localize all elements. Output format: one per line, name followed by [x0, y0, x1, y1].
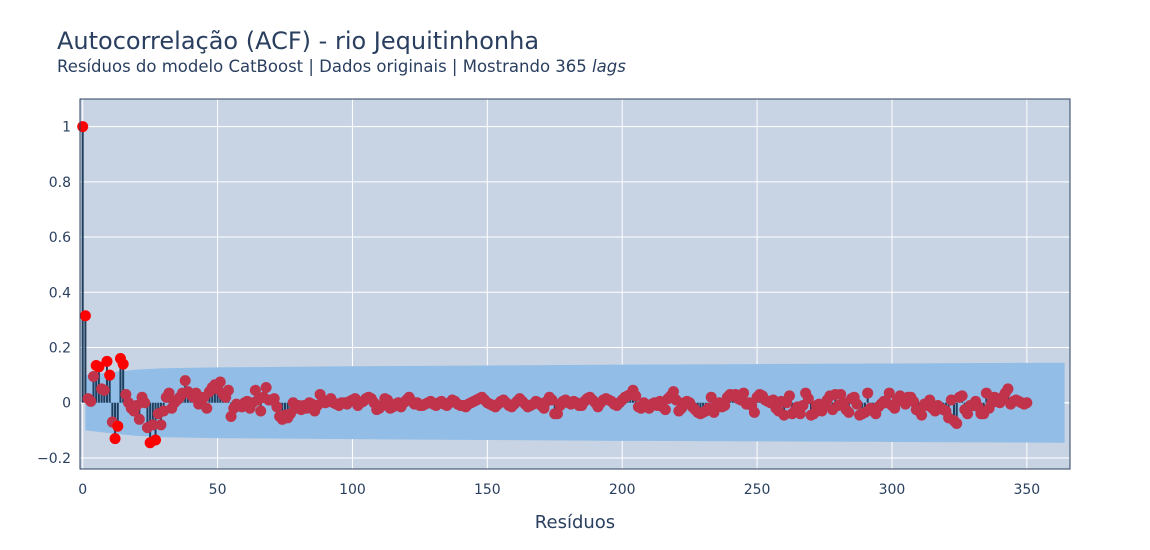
x-tick-label: 50 — [209, 482, 227, 498]
acf-point — [87, 371, 99, 382]
x-axis-title: Resíduos — [535, 512, 615, 533]
y-tick-label: −0.2 — [37, 451, 71, 467]
acf-point — [778, 409, 790, 421]
acf-point-significant — [150, 434, 162, 446]
acf-point — [708, 406, 720, 418]
y-tick-label: 1 — [62, 120, 71, 136]
acf-point — [802, 393, 814, 405]
subtitle-text: Resíduos do modelo CatBoost | Dados orig… — [57, 57, 593, 76]
acf-point — [1002, 383, 1014, 395]
acf-point — [1021, 397, 1033, 409]
acf-point — [268, 393, 280, 405]
acf-point — [222, 384, 234, 396]
acf-point-significant — [104, 369, 116, 381]
acf-point — [783, 390, 795, 402]
acf-point — [163, 387, 175, 399]
acf-point — [951, 417, 963, 429]
x-tick-label: 0 — [78, 482, 87, 498]
acf-point — [889, 402, 901, 414]
acf-point — [916, 409, 928, 421]
acf-point — [659, 404, 671, 416]
acf-point — [980, 387, 992, 399]
acf-point — [961, 408, 973, 420]
acf-point — [98, 384, 110, 396]
y-tick-label: 0.2 — [49, 341, 71, 357]
acf-point — [719, 399, 731, 411]
acf-point — [225, 411, 237, 423]
acf-point — [551, 408, 563, 420]
x-tick-label: 100 — [339, 482, 366, 498]
acf-point — [956, 390, 968, 402]
acf-point — [271, 401, 283, 413]
acf-point — [133, 413, 145, 425]
acf-point — [120, 388, 132, 400]
acf-point — [843, 406, 855, 418]
acf-point — [794, 408, 806, 420]
acf-point — [748, 406, 760, 418]
acf-point — [155, 419, 167, 431]
x-tick-label: 200 — [609, 482, 636, 498]
y-axis-ticks: −0.2 0 0.2 0.4 0.6 0.8 1 — [37, 120, 71, 467]
acf-point — [249, 384, 261, 396]
acf-point — [667, 386, 679, 398]
acf-point — [179, 375, 191, 387]
acf-point-significant — [101, 355, 113, 367]
acf-markers — [77, 121, 1033, 449]
x-axis-ticks: 0 50 100 150 200 250 300 350 — [78, 482, 1040, 498]
acf-point-significant — [93, 361, 105, 373]
acf-point — [924, 394, 936, 406]
y-tick-label: 0.6 — [49, 230, 71, 246]
acf-point — [862, 387, 874, 399]
acf-point — [85, 395, 97, 407]
x-tick-label: 150 — [474, 482, 501, 498]
acf-point — [908, 395, 920, 407]
acf-point — [883, 387, 895, 399]
y-tick-label: 0 — [62, 396, 71, 412]
acf-point-significant — [79, 310, 91, 322]
acf-point — [147, 419, 159, 431]
x-tick-label: 300 — [879, 482, 906, 498]
acf-point — [767, 394, 779, 406]
acf-point — [835, 388, 847, 400]
chart-subtitle: Resíduos do modelo CatBoost | Dados orig… — [57, 57, 626, 77]
x-tick-label: 350 — [1013, 482, 1040, 498]
acf-point — [546, 394, 558, 406]
acf-point-significant — [117, 358, 129, 370]
acf-point — [738, 387, 750, 399]
acf-point — [139, 397, 151, 409]
x-tick-label: 250 — [744, 482, 771, 498]
acf-point — [201, 402, 213, 414]
subtitle-italic: lags — [592, 57, 626, 76]
acf-point — [214, 376, 226, 388]
acf-point — [630, 390, 642, 402]
chart-title: Autocorrelação (ACF) - rio Jequitinhonha — [57, 27, 540, 55]
y-tick-label: 0.4 — [49, 285, 71, 301]
acf-point — [851, 398, 863, 410]
acf-point-significant — [77, 121, 89, 133]
y-tick-label: 0.8 — [49, 175, 71, 191]
acf-point — [260, 382, 272, 394]
acf-point-significant — [112, 420, 124, 432]
acf-point — [255, 405, 267, 417]
acf-point-significant — [109, 433, 121, 445]
plot-frame — [79, 98, 1071, 470]
